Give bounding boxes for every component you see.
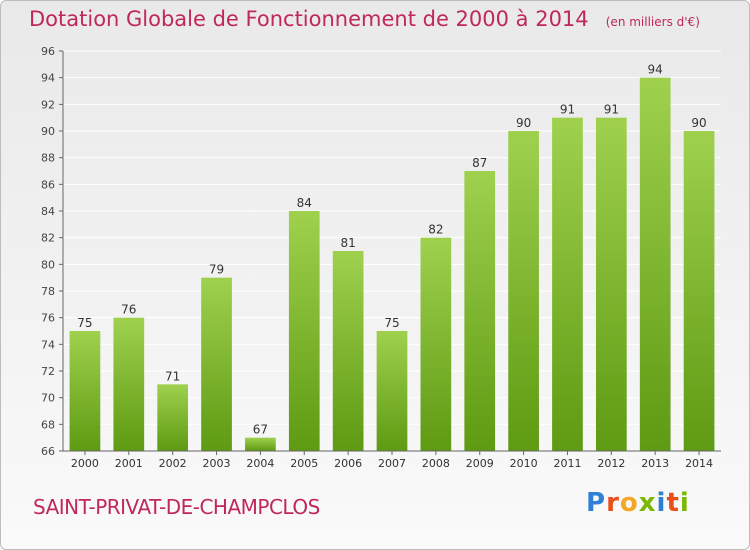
x-tick-label: 2004 bbox=[246, 457, 274, 470]
data-label: 82 bbox=[428, 223, 443, 237]
y-tick-label: 94 bbox=[41, 72, 55, 85]
y-tick-label: 72 bbox=[41, 365, 55, 378]
x-tick-label: 2000 bbox=[71, 457, 99, 470]
y-tick-label: 84 bbox=[41, 205, 55, 218]
bar bbox=[157, 384, 189, 451]
bar bbox=[113, 317, 145, 451]
chart-title: Dotation Globale de Fonctionnement de 20… bbox=[29, 7, 589, 31]
data-label: 91 bbox=[604, 103, 619, 117]
bar bbox=[595, 117, 627, 452]
x-tick-label: 2010 bbox=[510, 457, 538, 470]
x-tick-label: 2014 bbox=[685, 457, 713, 470]
x-tick-label: 2006 bbox=[334, 457, 362, 470]
chart-subtitle: (en milliers d'€) bbox=[605, 15, 700, 29]
bar bbox=[639, 77, 671, 452]
bar bbox=[552, 117, 583, 452]
y-tick-label: 88 bbox=[41, 152, 55, 165]
y-tick-label: 92 bbox=[41, 98, 55, 111]
place-name: SAINT-PRIVAT-DE-CHAMPCLOS bbox=[33, 495, 320, 519]
x-tick-label: 2012 bbox=[597, 457, 625, 470]
y-tick-label: 96 bbox=[41, 45, 55, 58]
x-tick-label: 2003 bbox=[203, 457, 231, 470]
x-tick-label: 2008 bbox=[422, 457, 450, 470]
y-tick-label: 80 bbox=[41, 258, 55, 271]
proxiti-logo[interactable]: Proxiti bbox=[586, 488, 690, 518]
data-label: 90 bbox=[516, 116, 531, 130]
bar-chart: 75 76 71 79 67 84 81 75 82 87 90 91 91 94 90 66 68 70 72 7… bbox=[41, 45, 721, 470]
data-label: 75 bbox=[77, 316, 92, 330]
y-tick-label: 82 bbox=[41, 232, 55, 245]
data-label: 71 bbox=[165, 369, 180, 383]
y-tick-label: 66 bbox=[41, 445, 55, 458]
y-tick-label: 68 bbox=[41, 418, 55, 431]
y-tick-label: 78 bbox=[41, 285, 55, 298]
data-label: 76 bbox=[121, 303, 136, 317]
data-label: 75 bbox=[384, 316, 399, 330]
data-label: 67 bbox=[253, 423, 268, 437]
bar bbox=[508, 131, 539, 451]
y-tick-label: 76 bbox=[41, 312, 55, 325]
bar bbox=[376, 331, 408, 451]
bar bbox=[288, 211, 320, 451]
x-tick-label: 2005 bbox=[290, 457, 318, 470]
data-label: 91 bbox=[560, 103, 575, 117]
y-tick-label: 70 bbox=[41, 392, 55, 405]
data-label: 90 bbox=[691, 116, 706, 130]
data-label: 87 bbox=[472, 156, 487, 170]
y-tick-label: 90 bbox=[41, 125, 55, 138]
x-tick-label: 2011 bbox=[553, 457, 581, 470]
y-tick-label: 86 bbox=[41, 178, 55, 191]
data-label: 84 bbox=[297, 196, 312, 210]
x-tick-label: 2007 bbox=[378, 457, 406, 470]
x-tick-label: 2009 bbox=[466, 457, 494, 470]
data-label: 94 bbox=[648, 63, 663, 77]
x-tick-label: 2001 bbox=[115, 457, 143, 470]
bar bbox=[420, 237, 452, 451]
data-label: 79 bbox=[209, 263, 224, 277]
data-label: 81 bbox=[340, 236, 355, 250]
bar bbox=[201, 277, 232, 451]
bar bbox=[464, 171, 496, 451]
x-tick-label: 2013 bbox=[641, 457, 669, 470]
y-tick-label: 74 bbox=[41, 338, 55, 351]
x-tick-label: 2002 bbox=[159, 457, 187, 470]
bar bbox=[245, 437, 276, 451]
bar bbox=[683, 131, 715, 451]
bar bbox=[332, 251, 364, 451]
title-row: Dotation Globale de Fonctionnement de 20… bbox=[29, 7, 700, 31]
bar bbox=[69, 331, 101, 451]
